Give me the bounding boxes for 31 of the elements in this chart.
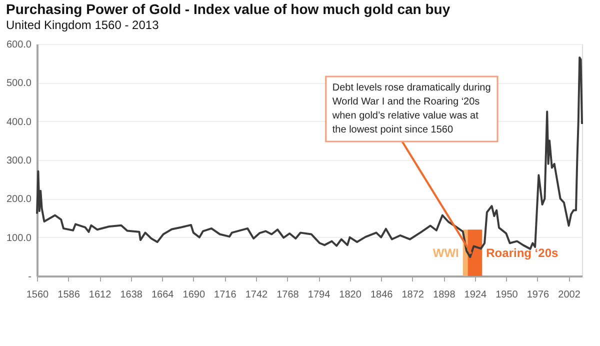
chart-title: Purchasing Power of Gold - Index value of how much gold can buy: [6, 1, 450, 17]
y-tick-label: -: [28, 272, 32, 282]
x-tick-label: 1976: [526, 290, 550, 300]
y-tick-label: 300.0: [6, 156, 32, 166]
x-tick-label: 1924: [464, 290, 487, 300]
y-tick-label: 200.0: [6, 194, 32, 206]
x-tick-label: 1664: [151, 290, 174, 300]
line-series: [36, 56, 583, 258]
x-tick-label: 1586: [58, 290, 80, 300]
y-tick-label: 600.0: [6, 40, 32, 50]
band-label: Roaring ‘20s: [486, 246, 558, 260]
band-label: WWI: [432, 246, 459, 260]
x-tick-label: 1820: [339, 290, 362, 300]
y-tick-label: 400.0: [6, 116, 32, 128]
x-tick-label: 1794: [308, 290, 331, 300]
x-tick-label: 1872: [402, 290, 424, 300]
x-tick-label: 1898: [433, 290, 456, 300]
chart-subtitle: United Kingdom 1560 - 2013: [6, 18, 160, 32]
x-tick-label: 2002: [558, 290, 581, 300]
x-tick-label: 1638: [120, 290, 143, 300]
annotation: Debt levels rose dramatically during World War I and the Roaring ‘20s when gold’s relative value was at the lowest point since 1560: [331, 82, 491, 136]
y-tick-label: 100.0: [6, 232, 32, 244]
x-tick-label: 1846: [370, 290, 394, 300]
x-tick-label: 1612: [88, 290, 112, 300]
x-tick-label: 1950: [496, 290, 518, 300]
x-tick-label: 1768: [276, 290, 300, 300]
x-tick-label: 1742: [245, 290, 268, 300]
x-tick-label: 1560: [26, 290, 50, 300]
x-tick-label: 1716: [214, 290, 237, 300]
y-tick-label: 500.0: [6, 78, 32, 90]
x-tick-label: 1690: [182, 290, 206, 300]
